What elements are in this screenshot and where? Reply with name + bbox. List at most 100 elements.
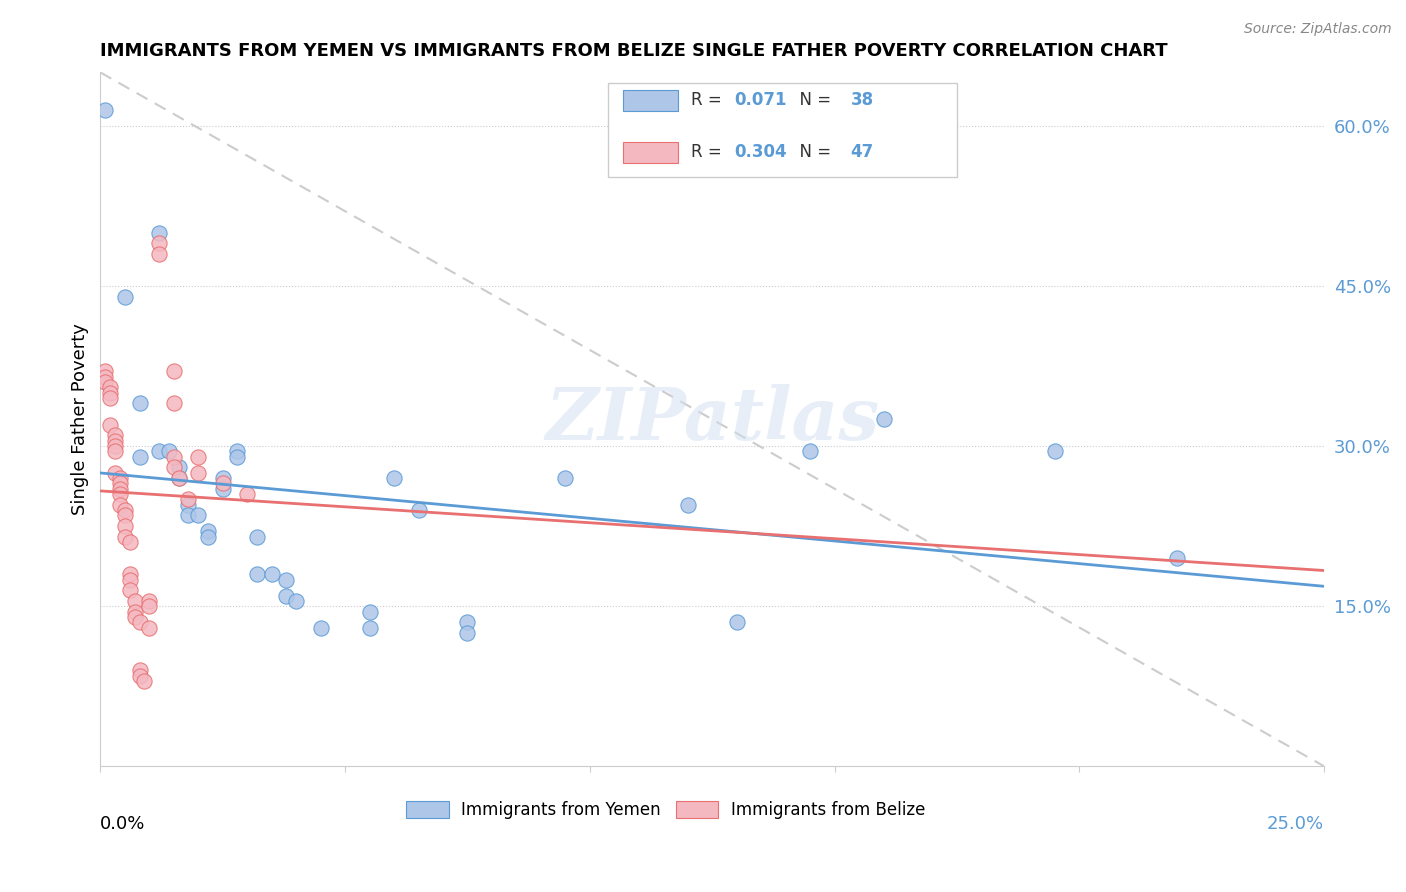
Point (128, 396, 150, 410)
Point (138, 621, 160, 635)
Point (211, 476, 233, 491)
Point (676, 498, 699, 512)
Point (167, 471, 190, 485)
Point (118, 583, 141, 598)
Point (114, 530, 136, 544)
Text: Source: ZipAtlas.com: Source: ZipAtlas.com (1244, 22, 1392, 37)
Point (104, 434, 127, 448)
Text: Immigrants from Yemen: Immigrants from Yemen (461, 801, 661, 819)
FancyBboxPatch shape (623, 142, 678, 162)
Point (276, 589, 298, 603)
Text: Immigrants from Belize: Immigrants from Belize (731, 801, 925, 819)
Text: IMMIGRANTS FROM YEMEN VS IMMIGRANTS FROM BELIZE SINGLE FATHER POVERTY CORRELATIO: IMMIGRANTS FROM YEMEN VS IMMIGRANTS FROM… (100, 42, 1168, 60)
Text: 0.0%: 0.0% (100, 815, 146, 833)
Point (94, 103, 117, 117)
Point (98, 391, 121, 405)
Point (148, 247, 170, 261)
Point (163, 450, 186, 464)
Point (94, 375, 117, 389)
FancyBboxPatch shape (406, 801, 449, 818)
Point (128, 668, 150, 682)
Text: 38: 38 (851, 91, 873, 109)
Point (408, 503, 430, 517)
Point (456, 615, 478, 630)
Point (276, 573, 298, 587)
Point (104, 428, 127, 442)
Point (94, 369, 117, 384)
Text: 25.0%: 25.0% (1267, 815, 1324, 833)
Point (226, 450, 249, 464)
Point (382, 471, 405, 485)
Text: N =: N = (789, 144, 837, 161)
Text: ZIPatlas: ZIPatlas (546, 384, 879, 455)
Point (104, 439, 127, 453)
Point (104, 444, 127, 458)
Y-axis label: Single Father Poverty: Single Father Poverty (72, 324, 89, 516)
Point (197, 524, 219, 539)
Point (359, 605, 381, 619)
Point (187, 466, 209, 480)
Point (163, 364, 186, 378)
Point (108, 476, 131, 491)
FancyBboxPatch shape (609, 83, 957, 177)
Point (177, 498, 200, 512)
Point (128, 615, 150, 630)
Point (108, 487, 131, 501)
Point (167, 460, 190, 475)
Point (94, 364, 117, 378)
Point (285, 594, 308, 608)
Point (226, 444, 249, 458)
Point (187, 508, 209, 523)
Point (138, 594, 160, 608)
Point (246, 530, 269, 544)
Point (456, 626, 478, 640)
Point (148, 226, 170, 240)
Point (128, 450, 150, 464)
Point (799, 444, 821, 458)
Point (124, 605, 146, 619)
Point (108, 498, 131, 512)
Point (359, 621, 381, 635)
Text: 0.071: 0.071 (734, 91, 787, 109)
Point (98, 385, 121, 400)
Point (1043, 444, 1066, 458)
Point (260, 567, 283, 582)
Text: R =: R = (692, 91, 727, 109)
Point (211, 482, 233, 496)
Point (138, 599, 160, 614)
Point (114, 508, 136, 523)
Point (98, 417, 121, 432)
Point (872, 412, 894, 426)
Point (163, 396, 186, 410)
Point (177, 492, 200, 507)
FancyBboxPatch shape (675, 801, 718, 818)
Point (246, 567, 269, 582)
Point (197, 530, 219, 544)
Point (236, 487, 259, 501)
Point (114, 519, 136, 533)
Point (114, 503, 136, 517)
Point (157, 444, 180, 458)
Point (725, 615, 748, 630)
Point (187, 450, 209, 464)
Point (108, 471, 131, 485)
Point (118, 567, 141, 582)
Point (554, 471, 576, 485)
Text: 47: 47 (851, 144, 873, 161)
Point (128, 663, 150, 677)
Point (1166, 551, 1188, 566)
FancyBboxPatch shape (623, 90, 678, 111)
Point (114, 290, 136, 304)
Point (177, 508, 200, 523)
Text: N =: N = (789, 91, 837, 109)
Point (98, 380, 121, 394)
Point (148, 236, 170, 251)
Text: 0.304: 0.304 (734, 144, 787, 161)
Point (134, 673, 156, 688)
Point (124, 610, 146, 624)
Point (124, 594, 146, 608)
Text: R =: R = (692, 144, 727, 161)
Point (148, 444, 170, 458)
Point (104, 466, 127, 480)
Point (167, 471, 190, 485)
